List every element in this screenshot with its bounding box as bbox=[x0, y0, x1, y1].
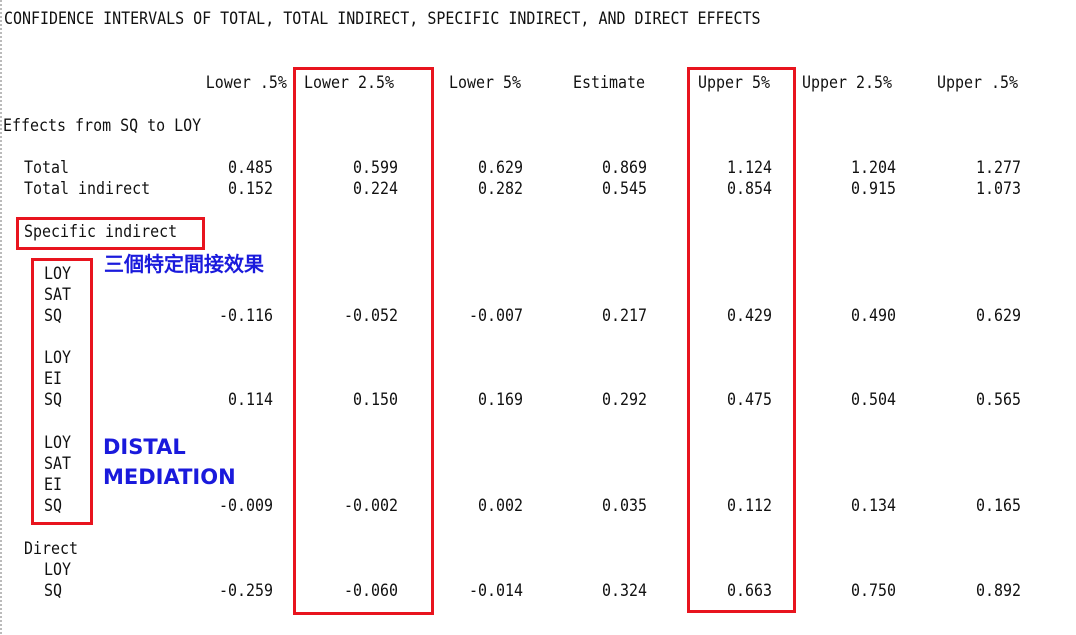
cell: 0.565 bbox=[975, 390, 1021, 410]
cell: 0.169 bbox=[477, 390, 523, 410]
row-label: Total bbox=[24, 158, 70, 178]
cell: -0.060 bbox=[343, 581, 398, 601]
cell: -0.007 bbox=[468, 306, 523, 326]
path-var: SQ bbox=[44, 496, 63, 516]
highlight-box-specific-indirect bbox=[16, 217, 205, 250]
cell: 0.152 bbox=[227, 179, 273, 199]
cell: 0.915 bbox=[850, 179, 896, 199]
cell: 1.277 bbox=[975, 158, 1021, 178]
col-header-lower-5: Lower 5% bbox=[449, 73, 522, 93]
cell: -0.014 bbox=[468, 581, 523, 601]
cell: 0.112 bbox=[726, 496, 772, 516]
cell: 1.073 bbox=[975, 179, 1021, 199]
path-var: LOY bbox=[44, 348, 72, 368]
path-var: LOY bbox=[44, 433, 72, 453]
path-var: EI bbox=[44, 369, 63, 389]
cell: 0.892 bbox=[975, 581, 1021, 601]
annotation-distal: DISTAL bbox=[103, 435, 186, 459]
section-label: Effects from SQ to LOY bbox=[3, 116, 202, 136]
col-header-upper-05: Upper .5% bbox=[937, 73, 1019, 93]
cell: 0.854 bbox=[726, 179, 772, 199]
row-label: Total indirect bbox=[24, 179, 151, 199]
cell: 0.599 bbox=[352, 158, 398, 178]
cell: 0.134 bbox=[850, 496, 896, 516]
cell: 0.282 bbox=[477, 179, 523, 199]
highlight-box-lower-25 bbox=[293, 67, 434, 615]
annotation-chinese: 三個特定間接效果 bbox=[104, 252, 264, 276]
path-var: SQ bbox=[44, 306, 63, 326]
cell: 0.629 bbox=[477, 158, 523, 178]
path-var: SAT bbox=[44, 454, 72, 474]
cell: 0.165 bbox=[975, 496, 1021, 516]
cell: -0.116 bbox=[218, 306, 273, 326]
cell: 1.124 bbox=[726, 158, 772, 178]
cell: 1.204 bbox=[850, 158, 896, 178]
cell: 0.217 bbox=[601, 306, 647, 326]
cell: 0.292 bbox=[601, 390, 647, 410]
cell: 0.429 bbox=[726, 306, 772, 326]
highlight-box-path-variables bbox=[31, 258, 93, 525]
col-header-estimate: Estimate bbox=[573, 73, 646, 93]
path-var: EI bbox=[44, 475, 63, 495]
cell: 0.002 bbox=[477, 496, 523, 516]
cell: 0.545 bbox=[601, 179, 647, 199]
path-var: SQ bbox=[44, 581, 63, 601]
col-header-lower-05: Lower .5% bbox=[205, 73, 287, 93]
highlight-box-upper-5 bbox=[687, 67, 796, 613]
cell: -0.259 bbox=[218, 581, 273, 601]
annotation-mediation: MEDIATION bbox=[103, 465, 236, 489]
cell: 0.490 bbox=[850, 306, 896, 326]
cell: 0.224 bbox=[352, 179, 398, 199]
specific-indirect-label: Specific indirect bbox=[24, 222, 178, 242]
path-var: SAT bbox=[44, 285, 72, 305]
cell: -0.009 bbox=[218, 496, 273, 516]
cell: -0.052 bbox=[343, 306, 398, 326]
cell: 0.475 bbox=[726, 390, 772, 410]
cell: 0.504 bbox=[850, 390, 896, 410]
path-var: LOY bbox=[44, 264, 72, 284]
col-header-upper-25: Upper 2.5% bbox=[802, 73, 893, 93]
cell: -0.002 bbox=[343, 496, 398, 516]
cell: 0.114 bbox=[227, 390, 273, 410]
cell: 0.663 bbox=[726, 581, 772, 601]
path-var: SQ bbox=[44, 390, 63, 410]
cell: 0.869 bbox=[601, 158, 647, 178]
left-border bbox=[0, 0, 2, 635]
cell: 0.324 bbox=[601, 581, 647, 601]
cell: 0.035 bbox=[601, 496, 647, 516]
col-header-lower-25: Lower 2.5% bbox=[304, 73, 395, 93]
page-title: CONFIDENCE INTERVALS OF TOTAL, TOTAL IND… bbox=[4, 9, 761, 29]
cell: 0.485 bbox=[227, 158, 273, 178]
cell: 0.629 bbox=[975, 306, 1021, 326]
col-header-upper-5: Upper 5% bbox=[698, 73, 771, 93]
path-var: LOY bbox=[44, 560, 72, 580]
direct-label: Direct bbox=[24, 539, 79, 559]
cell: 0.150 bbox=[352, 390, 398, 410]
cell: 0.750 bbox=[850, 581, 896, 601]
